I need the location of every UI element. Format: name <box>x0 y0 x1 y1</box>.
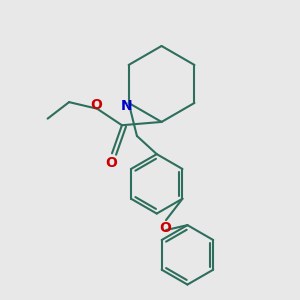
Text: O: O <box>90 98 102 112</box>
Text: O: O <box>159 221 171 236</box>
Text: N: N <box>121 99 133 112</box>
Text: O: O <box>105 156 117 170</box>
